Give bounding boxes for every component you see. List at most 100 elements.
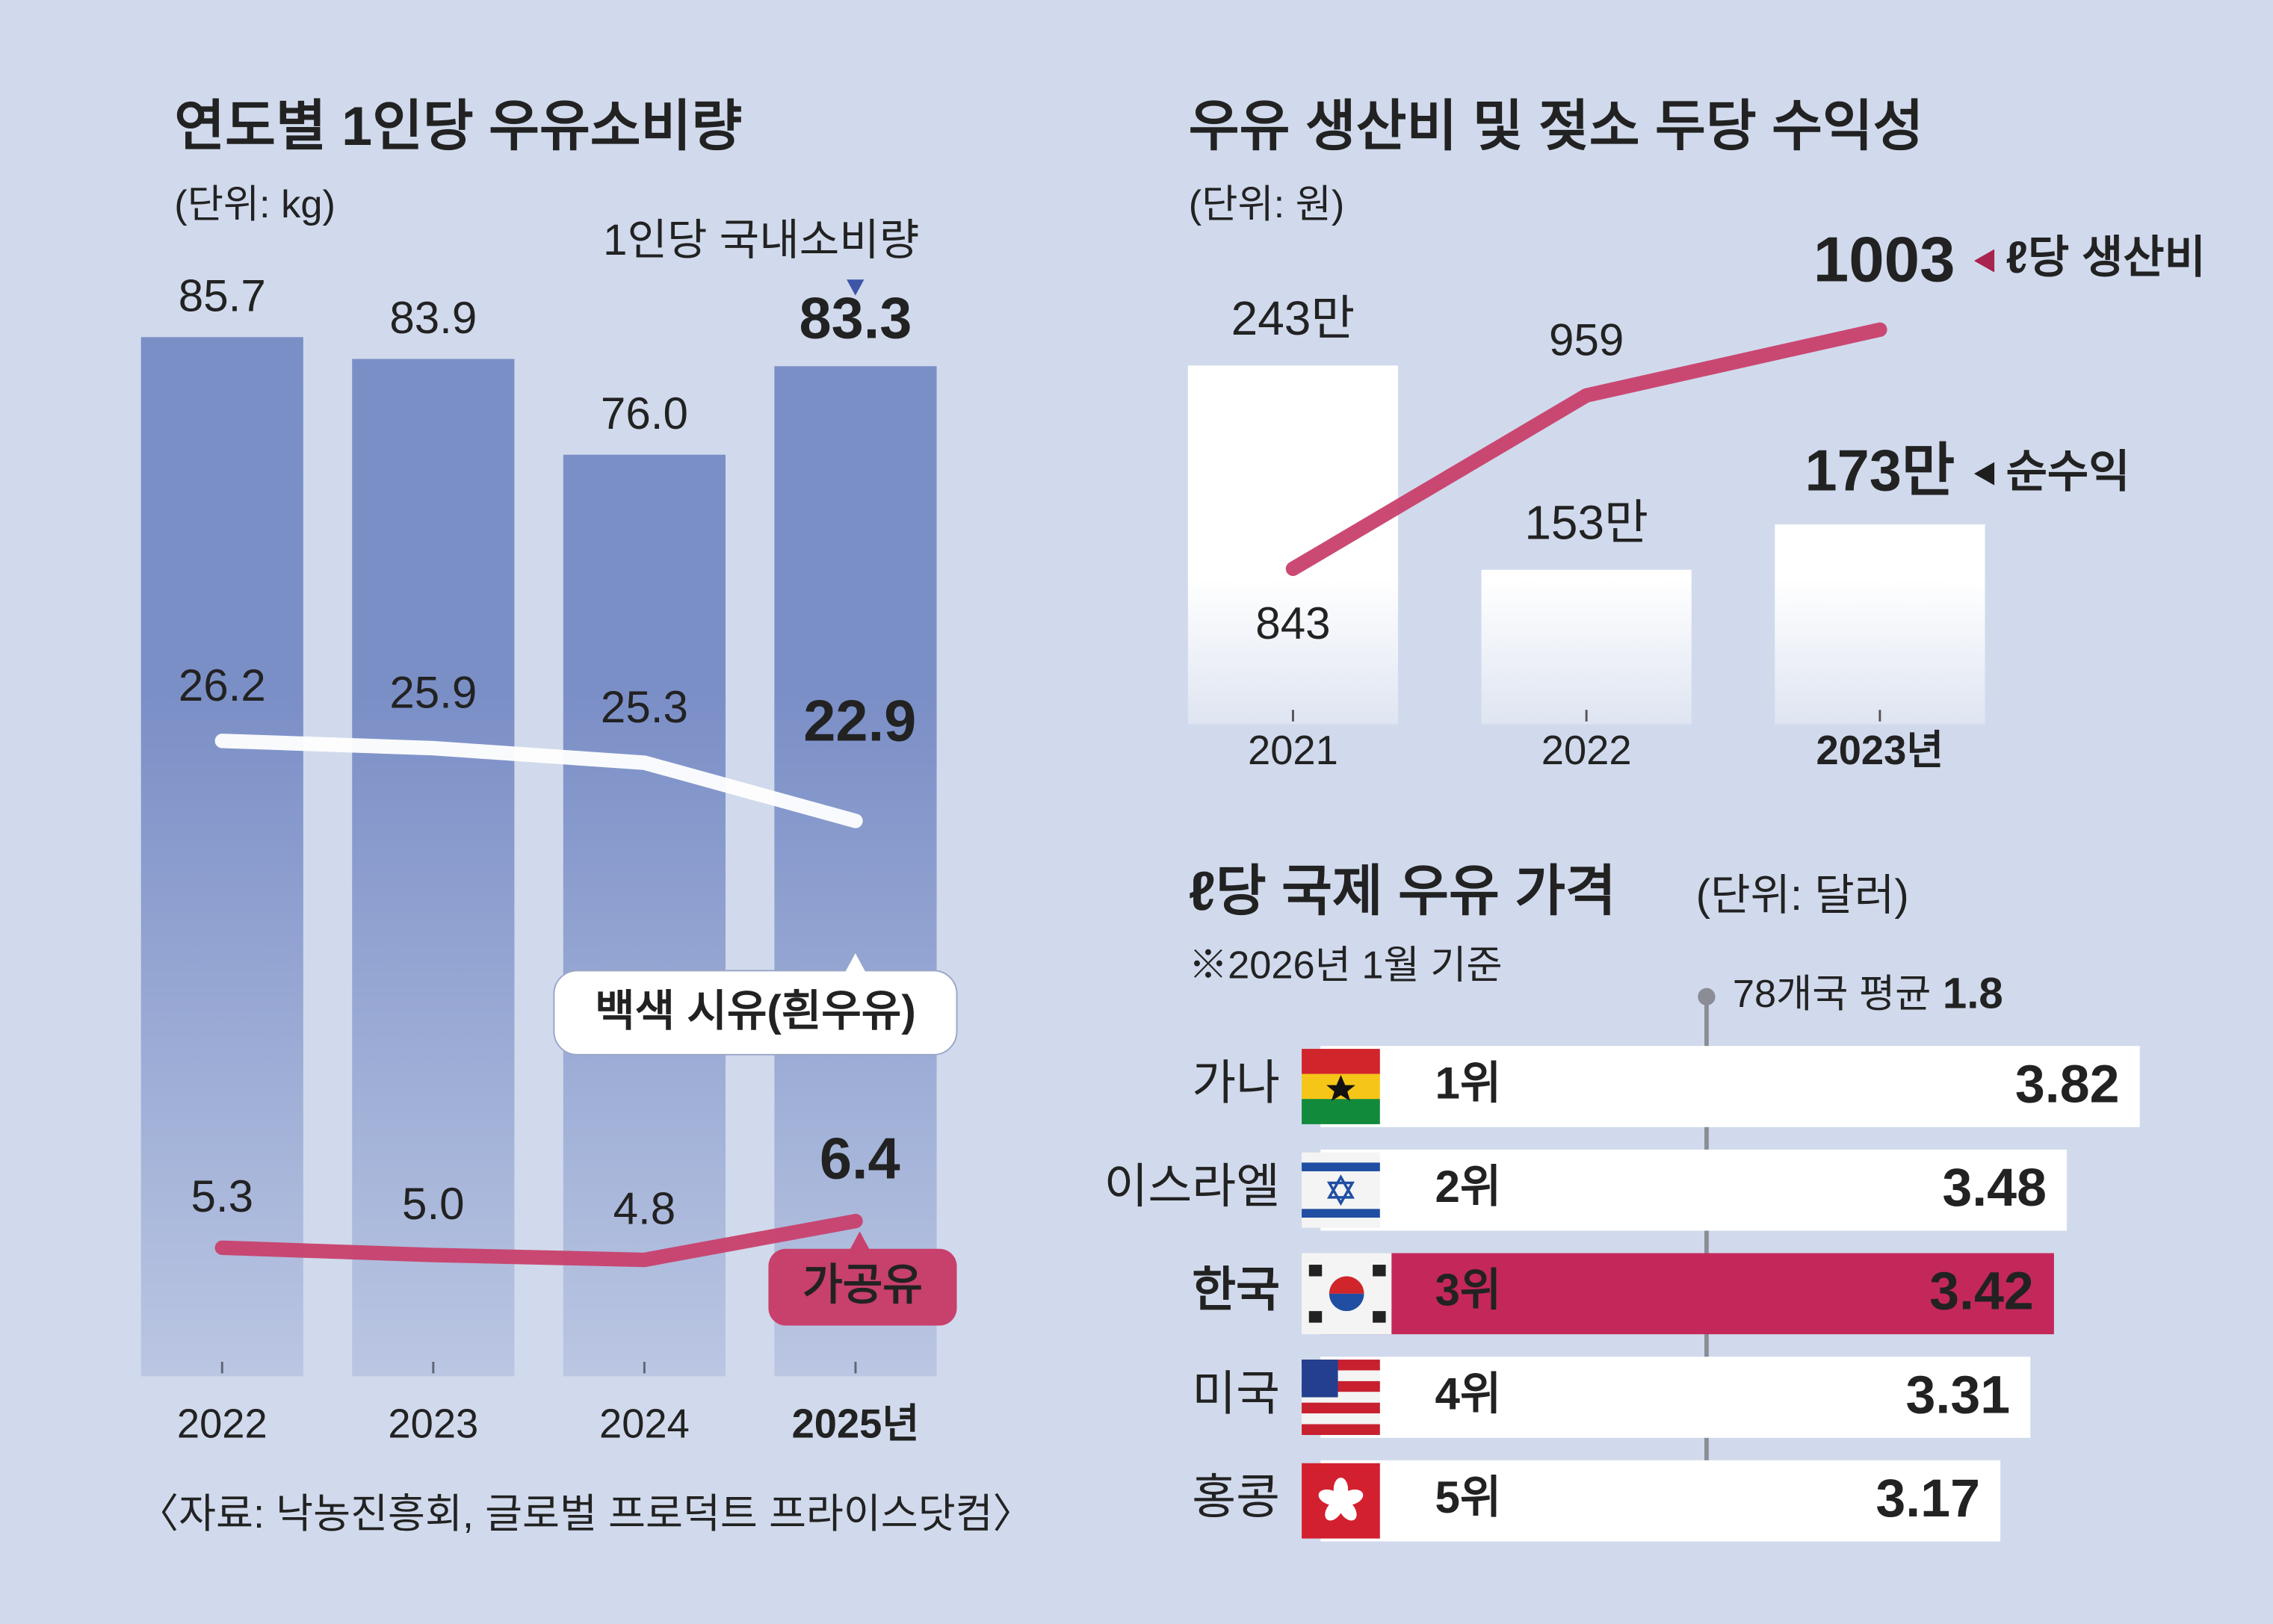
- x-tick-label: 2023: [388, 1401, 478, 1447]
- value-label: 85.7: [179, 271, 266, 321]
- chart-title: 연도별 1인당 우유소비량: [174, 95, 742, 157]
- bar: [1775, 524, 1985, 725]
- flag-star: [1326, 1074, 1355, 1101]
- flag-stripe: [1302, 1049, 1380, 1074]
- bar: [774, 366, 937, 1377]
- value-label: 843: [1255, 598, 1330, 648]
- value-label: 76.0: [601, 388, 688, 438]
- value-label: 83.3: [799, 287, 912, 351]
- bar: [1187, 365, 1399, 725]
- flag-taeguk: [1329, 1293, 1364, 1312]
- chart-title: ℓ당 국제 우유 가격: [1189, 860, 1616, 922]
- value-label: 26.2: [179, 660, 266, 710]
- flag: [1302, 1049, 1380, 1124]
- value-label: 83.9: [389, 293, 477, 343]
- bar: [1320, 1357, 2031, 1438]
- bar: [1320, 1046, 2140, 1127]
- flag-stripe: [1302, 1099, 1380, 1124]
- x-tick-label: 2024: [599, 1401, 690, 1447]
- flag-canton: [1302, 1360, 1338, 1398]
- chart-subtitle: (단위: kg): [174, 183, 335, 226]
- rank-label: 5위: [1435, 1472, 1502, 1522]
- flag-petal: [1318, 1489, 1341, 1505]
- value-label: 3.31: [1906, 1365, 2011, 1425]
- bar: [1481, 569, 1692, 725]
- flag: [1302, 1360, 1380, 1435]
- legend-pointer: [850, 1231, 870, 1250]
- value-label: 173만: [1805, 439, 1955, 503]
- x-tick-label: 2025년: [792, 1401, 920, 1447]
- value-label: 243만: [1231, 291, 1355, 345]
- legend-pointer: [1973, 462, 1995, 486]
- legend-box: [768, 1248, 957, 1326]
- rank-label: 3위: [1435, 1265, 1502, 1315]
- flag-trigram: [1373, 1311, 1386, 1323]
- flag: [1302, 1152, 1380, 1228]
- line: [214, 734, 863, 828]
- category-label: 한국: [1192, 1263, 1280, 1317]
- bar: [1320, 1253, 2054, 1335]
- legend-label: 순수익: [2006, 447, 2130, 497]
- bar: [140, 337, 303, 1377]
- reference-dot: [1698, 988, 1716, 1005]
- flag-star: [1326, 1174, 1355, 1206]
- bar-group: [1187, 365, 1985, 725]
- category-label: 가나: [1192, 1056, 1280, 1109]
- value-label: 22.9: [803, 689, 916, 753]
- legend-label: 백색 시유(흰우유): [595, 987, 916, 1035]
- line: [214, 1213, 863, 1268]
- chart-title: 우유 생산비 및 젖소 두당 수익성: [1189, 95, 1924, 157]
- flag: [1302, 1253, 1392, 1335]
- flag-stripe: [1302, 1209, 1380, 1218]
- value-label: 3.17: [1875, 1469, 1980, 1528]
- legend-label: ℓ당 생산비: [2006, 232, 2206, 282]
- bar: [352, 359, 515, 1377]
- value-label: 1003: [1813, 225, 1955, 296]
- bar: [1320, 1149, 2068, 1231]
- value-label: 25.9: [389, 668, 477, 718]
- legend-pointer: [1973, 249, 1995, 273]
- flag-stripe: [1302, 1402, 1380, 1414]
- reference-value: 1.8: [1943, 970, 2003, 1018]
- rank-label: 2위: [1435, 1162, 1502, 1212]
- category-label: 이스라엘: [1104, 1159, 1280, 1213]
- value-label: 5.3: [191, 1171, 253, 1221]
- chart-subtitle: (단위: 달러): [1696, 871, 1909, 920]
- value-label: 3.82: [2015, 1054, 2120, 1114]
- flag: [1302, 1463, 1380, 1539]
- value-label: 3.42: [1929, 1262, 2034, 1321]
- reference-label: 78개국 평균: [1733, 973, 1931, 1016]
- flag-petal: [1338, 1499, 1357, 1521]
- chart-note: ※2026년 1월 기준: [1189, 943, 1503, 987]
- source: 〈자료: 낙농진흥회, 글로벌 프로덕트 프라이스닷컴〉: [138, 1491, 1033, 1537]
- flag-petal: [1325, 1499, 1343, 1521]
- category-label: 미국: [1192, 1366, 1280, 1420]
- value-label: 4.8: [613, 1183, 676, 1233]
- legend-pointer: [845, 953, 866, 973]
- x-tick-label: 2022: [177, 1401, 267, 1447]
- value-label: 153만: [1524, 495, 1648, 549]
- flag-trigram: [1373, 1265, 1386, 1277]
- value-label: 3.48: [1942, 1158, 2047, 1218]
- value-label: 25.3: [601, 682, 688, 732]
- bar: [563, 454, 726, 1377]
- rank-label: 1위: [1435, 1058, 1502, 1108]
- flag-taeguk: [1329, 1276, 1364, 1294]
- bar: [1320, 1460, 2001, 1542]
- legend-label: 1인당 국내소비량: [603, 216, 919, 264]
- x-tick-label: 2022: [1541, 728, 1632, 773]
- line: [1285, 322, 1887, 577]
- flag-stripe: [1302, 1424, 1380, 1435]
- flag-trigram: [1308, 1311, 1323, 1323]
- flag-stripe: [1302, 1413, 1380, 1425]
- x-tick-label: 2021: [1248, 728, 1338, 773]
- legend-label: 가공유: [802, 1260, 923, 1309]
- x-tick-label: 2023년: [1816, 728, 1944, 773]
- flag-stripe: [1302, 1162, 1380, 1171]
- legend-pointer: [847, 279, 865, 296]
- value-label: 5.0: [402, 1179, 465, 1229]
- rank-label: 4위: [1435, 1369, 1502, 1419]
- category-label: 홍콩: [1192, 1470, 1280, 1524]
- value-label: 6.4: [820, 1127, 900, 1191]
